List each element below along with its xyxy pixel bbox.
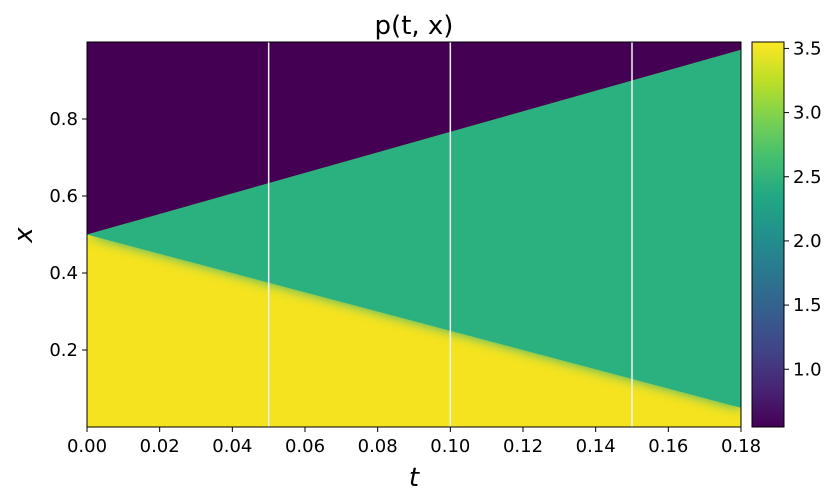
x-axis-label: t bbox=[409, 463, 420, 493]
colorbar-tick-label: 2.5 bbox=[793, 167, 822, 188]
plot-frame bbox=[86, 41, 742, 428]
x-tick-label: 0.14 bbox=[576, 436, 616, 457]
x-tick-label: 0.10 bbox=[430, 436, 470, 457]
fan-state-region bbox=[87, 49, 741, 408]
x-tick-label: 0.08 bbox=[358, 436, 398, 457]
colorbar-tick-label: 1.0 bbox=[793, 359, 822, 380]
colorbar-tick-label: 1.5 bbox=[793, 295, 822, 316]
colorbar-tick-label: 2.0 bbox=[793, 231, 822, 252]
x-tick-label: 0.12 bbox=[503, 436, 543, 457]
x-tick-label: 0.18 bbox=[721, 436, 761, 457]
chart-title: p(t, x) bbox=[375, 11, 454, 41]
x-tick-label: 0.06 bbox=[285, 436, 325, 457]
x-axis-ticks: 0.00 0.02 0.04 0.06 0.08 0.10 0.12 0.14 0.16 0.18 bbox=[67, 427, 761, 457]
y-tick-label: 0.8 bbox=[49, 109, 78, 130]
y-tick-label: 0.2 bbox=[49, 340, 78, 361]
vertical-lines bbox=[267, 42, 633, 427]
colorbar-ticks: 1.0 1.5 2.0 2.5 3.0 3.5 bbox=[784, 38, 822, 380]
plot-area bbox=[87, 42, 741, 427]
low-state-region bbox=[87, 42, 741, 235]
y-axis-label: x bbox=[9, 227, 39, 244]
colorbar-tick-label: 3.0 bbox=[793, 103, 822, 124]
y-tick-label: 0.6 bbox=[49, 186, 78, 207]
x-tick-label: 0.04 bbox=[212, 436, 252, 457]
colorbar-tick-label: 3.5 bbox=[793, 38, 822, 59]
y-tick-label: 0.4 bbox=[49, 263, 78, 284]
x-tick-label: 0.02 bbox=[140, 436, 180, 457]
y-axis-ticks: 0.2 0.4 0.6 0.8 bbox=[49, 109, 87, 361]
x-tick-label: 0.16 bbox=[648, 436, 688, 457]
colorbar bbox=[751, 41, 785, 428]
x-tick-label: 0.00 bbox=[67, 436, 107, 457]
